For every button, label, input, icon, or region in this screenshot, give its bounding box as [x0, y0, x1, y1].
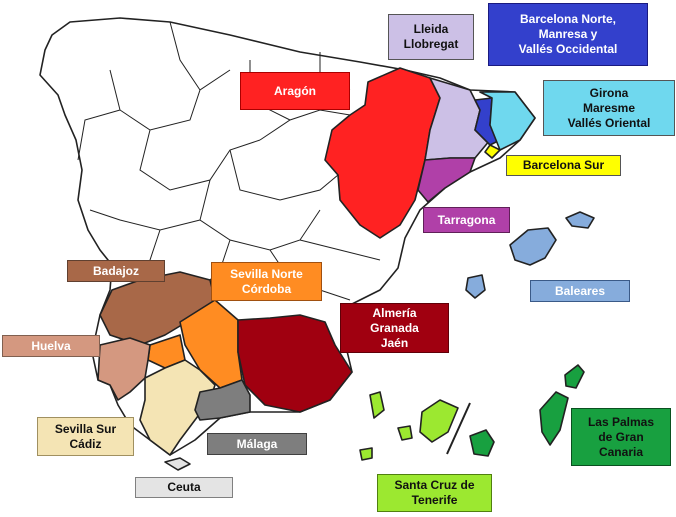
region-tenerife [419, 399, 459, 443]
label-barcelona-norte: Barcelona Norte, Manresa y Vallés Occide… [488, 3, 648, 66]
label-malaga: Málaga [207, 433, 307, 455]
region-el-hierro [359, 447, 373, 461]
region-lanzarote [564, 364, 585, 389]
region-fuerteventura [539, 391, 569, 446]
region-gran-canaria [469, 429, 495, 457]
label-ceuta: Ceuta [135, 477, 233, 498]
label-tarragona: Tarragona [423, 207, 510, 233]
region-almeria [237, 314, 353, 413]
canary-separator-line [446, 402, 471, 455]
region-girona [479, 91, 536, 151]
region-baleares-ibiza [465, 274, 486, 299]
label-baleares: Baleares [530, 280, 630, 302]
region-la-palma [369, 391, 385, 419]
region-barcelona-sur [484, 144, 501, 159]
label-sevilla-norte: Sevilla Norte Córdoba [211, 262, 322, 301]
region-huelva [97, 337, 151, 401]
region-baleares-menorca [565, 211, 595, 229]
region-ceuta [164, 457, 191, 471]
label-aragon: Aragón [240, 72, 350, 110]
region-malaga [194, 379, 251, 421]
region-sevilla-sur [139, 359, 216, 456]
label-santa-cruz: Santa Cruz de Tenerife [377, 474, 492, 512]
label-huelva: Huelva [2, 335, 100, 357]
label-barcelona-sur: Barcelona Sur [506, 155, 621, 176]
label-lleida-llobregat: Lleida Llobregat [388, 14, 474, 60]
label-las-palmas: Las Palmas de Gran Canaria [571, 408, 671, 466]
region-tarragona [417, 157, 476, 203]
region-baleares-mallorca [509, 227, 557, 266]
label-badajoz: Badajoz [67, 260, 165, 282]
label-almeria: Almería Granada Jaén [340, 303, 449, 353]
label-girona: Girona Maresme Vallés Oriental [543, 80, 675, 136]
label-sevilla-sur: Sevilla Sur Cádiz [37, 417, 134, 456]
region-la-gomera [397, 425, 413, 441]
